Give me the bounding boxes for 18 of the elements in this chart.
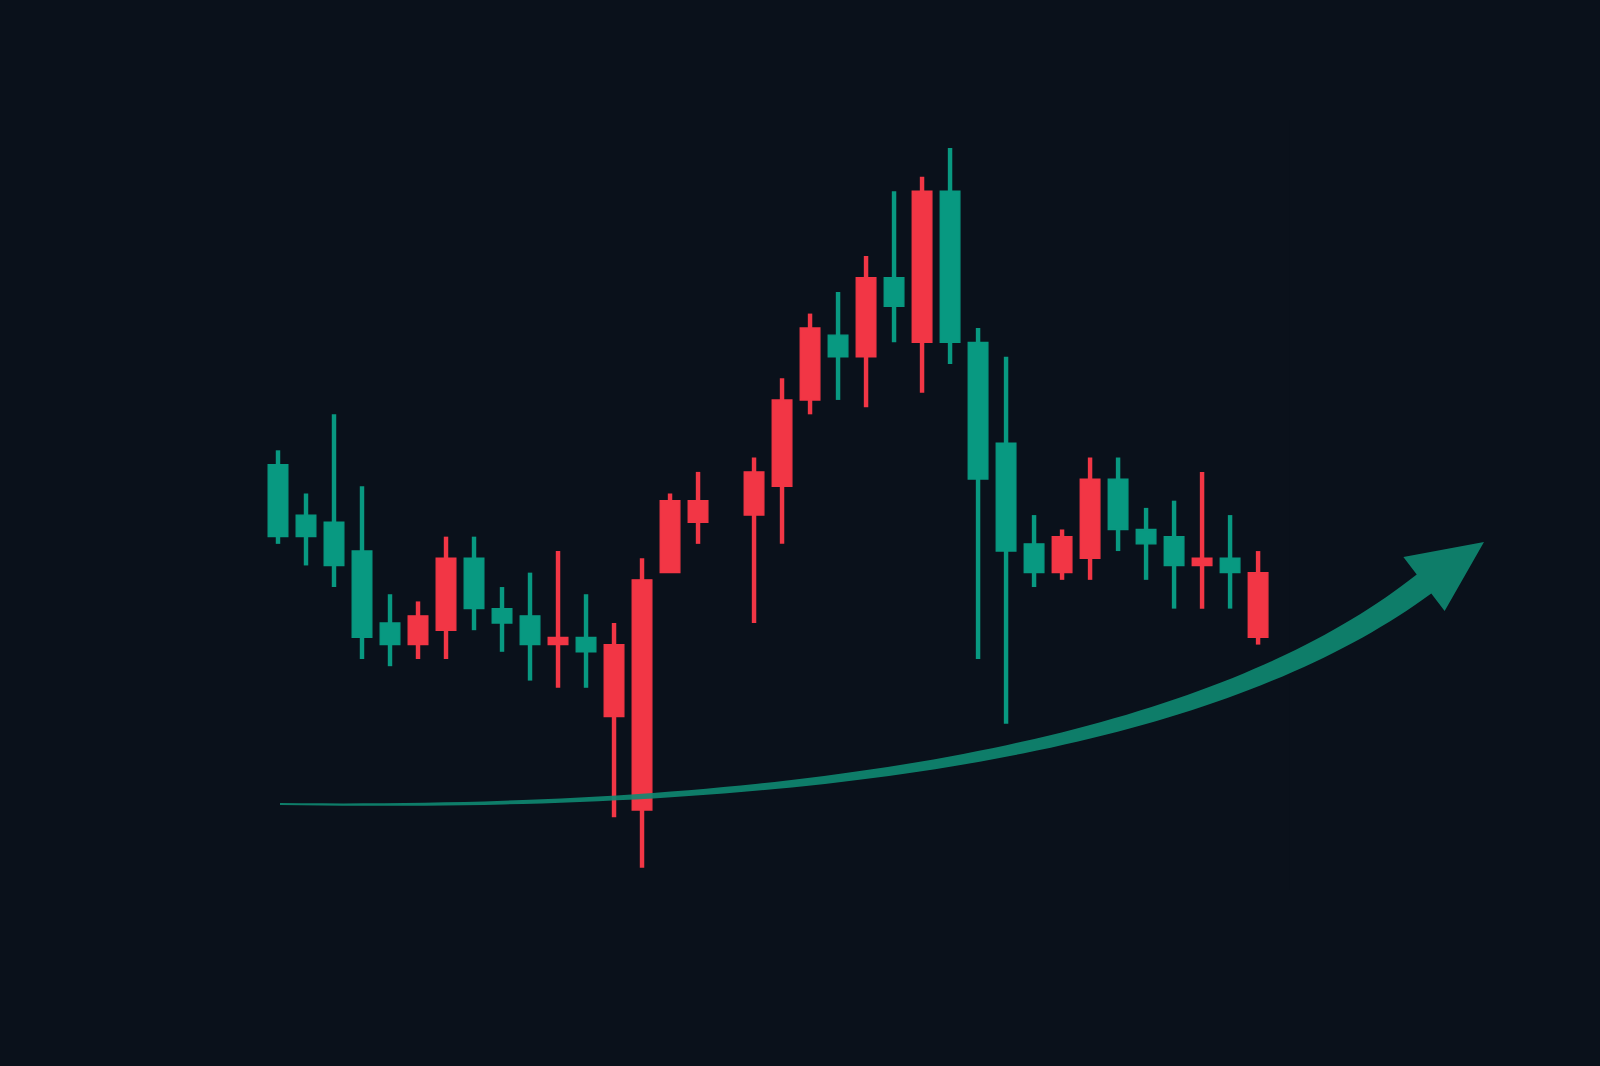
- candlestick: [491, 584, 513, 655]
- candlestick: [1135, 505, 1157, 583]
- candlestick: [407, 599, 429, 662]
- candlestick: [1191, 469, 1213, 611]
- candlestick: [883, 189, 905, 345]
- candlestick: [323, 412, 345, 590]
- candlestick: [295, 491, 317, 568]
- candlestick: [1023, 512, 1045, 590]
- candlestick: [519, 570, 541, 683]
- candlestick: [379, 592, 401, 669]
- candlestick: [547, 548, 569, 691]
- candlestick: [687, 469, 709, 547]
- candlestick: [743, 455, 765, 626]
- candlestick: [1051, 527, 1073, 583]
- candlestick: [575, 592, 597, 691]
- candlestick: [827, 289, 849, 403]
- candlestick: [1163, 498, 1185, 611]
- candlestick: [1219, 512, 1241, 611]
